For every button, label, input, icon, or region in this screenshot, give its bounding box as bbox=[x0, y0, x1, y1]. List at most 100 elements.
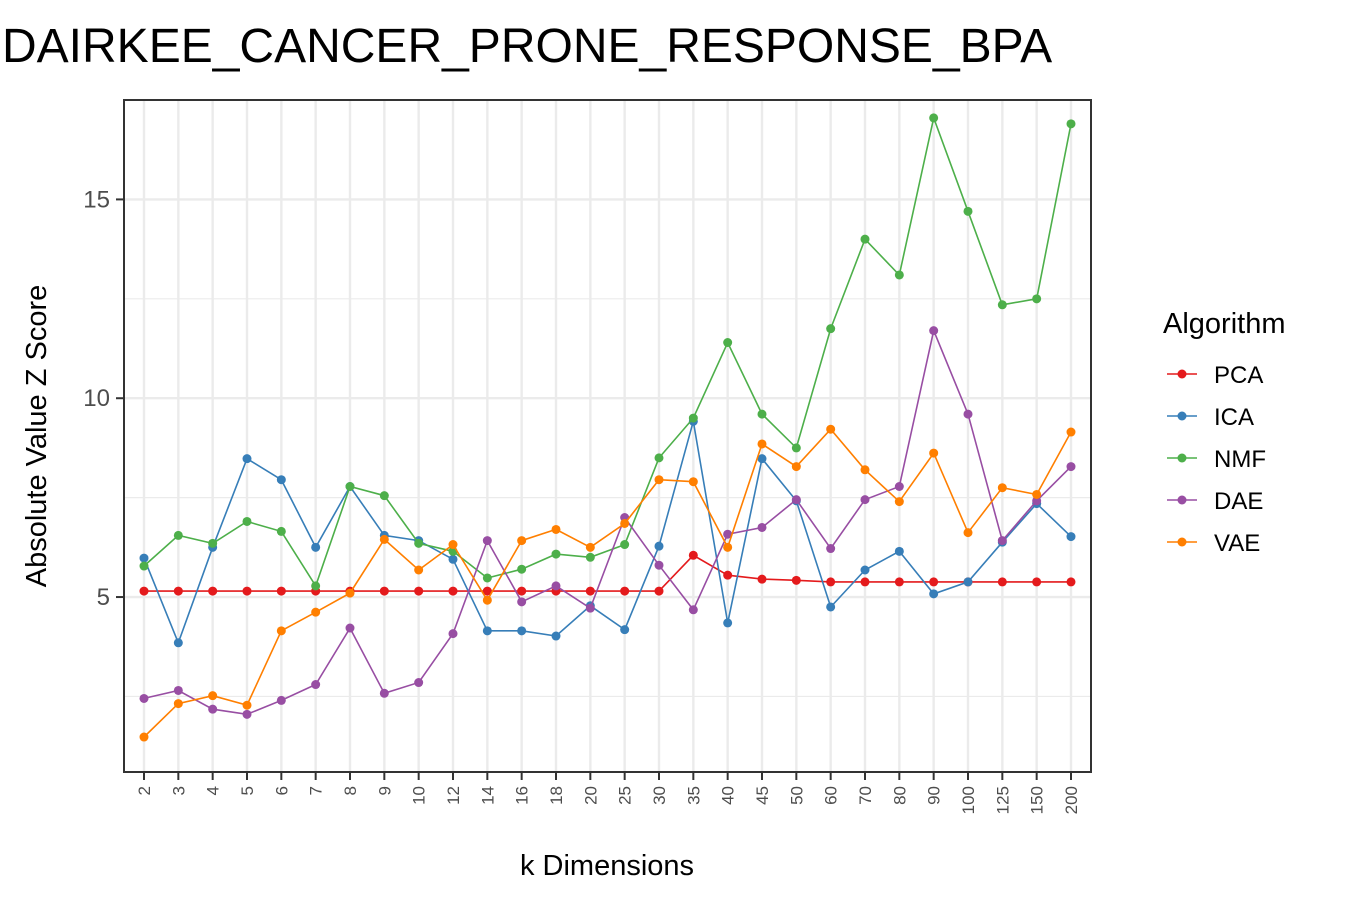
data-point-pca bbox=[929, 577, 939, 587]
data-point-vae bbox=[208, 691, 218, 701]
data-point-vae bbox=[242, 700, 252, 710]
data-point-dae bbox=[929, 326, 939, 336]
data-point-dae bbox=[894, 481, 904, 491]
data-point-pca bbox=[276, 586, 286, 596]
x-tick-label: 10 bbox=[410, 786, 429, 805]
legend-label-vae: VAE bbox=[1214, 530, 1260, 557]
data-point-vae bbox=[826, 424, 836, 434]
x-tick-label: 45 bbox=[753, 786, 772, 805]
data-point-pca bbox=[894, 577, 904, 587]
data-point-vae bbox=[311, 607, 321, 617]
y-tick-label: 10 bbox=[83, 385, 110, 412]
data-point-nmf bbox=[242, 516, 252, 526]
legend-label-ica: ICA bbox=[1214, 404, 1254, 431]
legend-item-pca: PCA bbox=[1167, 362, 1263, 389]
legend-label-pca: PCA bbox=[1214, 362, 1263, 389]
data-point-nmf bbox=[379, 491, 389, 501]
x-tick-label: 7 bbox=[307, 786, 326, 795]
data-point-vae bbox=[723, 542, 733, 552]
series-line-vae bbox=[143, 427, 1072, 738]
data-point-dae bbox=[688, 605, 698, 615]
x-tick-label: 40 bbox=[719, 786, 738, 805]
series-line-dae bbox=[143, 327, 1072, 716]
x-tick-label: 5 bbox=[238, 786, 257, 795]
data-point-pca bbox=[723, 570, 733, 580]
data-point-dae bbox=[173, 685, 183, 695]
data-point-dae bbox=[379, 688, 389, 698]
data-point-dae bbox=[723, 529, 733, 539]
data-point-dae bbox=[448, 629, 458, 639]
data-point-dae bbox=[276, 695, 286, 705]
data-point-pca bbox=[757, 574, 767, 584]
data-point-vae bbox=[448, 540, 458, 550]
data-point-dae bbox=[517, 597, 527, 607]
data-point-vae bbox=[791, 462, 801, 472]
x-tick-label: 150 bbox=[1028, 786, 1047, 814]
data-point-nmf bbox=[997, 300, 1007, 310]
legend-item-vae: VAE bbox=[1167, 530, 1260, 557]
data-point-pca bbox=[242, 586, 252, 596]
legend-key-point bbox=[1177, 369, 1187, 379]
data-point-pca bbox=[997, 577, 1007, 587]
data-point-pca bbox=[482, 586, 492, 596]
data-point-vae bbox=[620, 518, 630, 528]
data-point-vae bbox=[688, 477, 698, 487]
data-point-ica bbox=[311, 542, 321, 552]
legend-label-nmf: NMF bbox=[1214, 446, 1266, 473]
data-point-nmf bbox=[1032, 294, 1042, 304]
chart-title: DAIRKEE_CANCER_PRONE_RESPONSE_BPA bbox=[2, 20, 1052, 73]
data-point-nmf bbox=[791, 443, 801, 453]
data-point-pca bbox=[791, 575, 801, 585]
data-point-pca bbox=[826, 577, 836, 587]
data-point-pca bbox=[1066, 577, 1076, 587]
data-point-vae bbox=[139, 732, 149, 742]
data-point-nmf bbox=[963, 206, 973, 216]
y-tick-label: 15 bbox=[83, 186, 110, 213]
series-nmf bbox=[139, 113, 1076, 591]
grid bbox=[124, 99, 1091, 772]
x-tick-label: 8 bbox=[341, 786, 360, 795]
data-point-nmf bbox=[723, 338, 733, 348]
data-point-ica bbox=[826, 602, 836, 612]
x-tick-label: 70 bbox=[856, 786, 875, 805]
x-tick-label: 50 bbox=[787, 786, 806, 805]
plot-panel-background bbox=[124, 100, 1091, 772]
data-point-dae bbox=[791, 495, 801, 505]
legend-key-point bbox=[1177, 411, 1187, 421]
data-point-ica bbox=[482, 626, 492, 636]
data-point-nmf bbox=[620, 540, 630, 550]
x-tick-label: 20 bbox=[581, 786, 600, 805]
data-point-ica bbox=[894, 546, 904, 556]
data-point-vae bbox=[963, 528, 973, 538]
data-point-vae bbox=[414, 565, 424, 575]
data-point-vae bbox=[345, 588, 355, 598]
x-tick-label: 12 bbox=[444, 786, 463, 805]
data-point-dae bbox=[757, 522, 767, 532]
data-point-nmf bbox=[894, 270, 904, 280]
data-point-nmf bbox=[276, 526, 286, 536]
legend-item-dae: DAE bbox=[1167, 488, 1263, 515]
x-tick-label: 35 bbox=[684, 786, 703, 805]
data-point-nmf bbox=[688, 413, 698, 423]
data-point-dae bbox=[242, 709, 252, 719]
data-point-vae bbox=[1066, 427, 1076, 437]
data-point-nmf bbox=[517, 564, 527, 574]
series-layer bbox=[139, 113, 1076, 742]
legend: Algorithm PCA ICA NMF DAE VAE bbox=[1163, 308, 1286, 557]
data-point-pca bbox=[688, 550, 698, 560]
data-point-dae bbox=[1066, 462, 1076, 472]
x-tick-label: 125 bbox=[993, 786, 1012, 814]
data-point-nmf bbox=[311, 581, 321, 591]
data-point-vae bbox=[482, 595, 492, 605]
legend-key-point bbox=[1177, 495, 1187, 505]
x-tick-label: 3 bbox=[169, 786, 188, 795]
data-point-vae bbox=[997, 483, 1007, 493]
data-point-vae bbox=[757, 439, 767, 449]
data-point-vae bbox=[517, 536, 527, 546]
series-line-nmf bbox=[143, 115, 1072, 588]
data-point-nmf bbox=[585, 552, 595, 562]
data-point-pca bbox=[620, 586, 630, 596]
data-point-ica bbox=[517, 626, 527, 636]
data-point-dae bbox=[826, 544, 836, 554]
